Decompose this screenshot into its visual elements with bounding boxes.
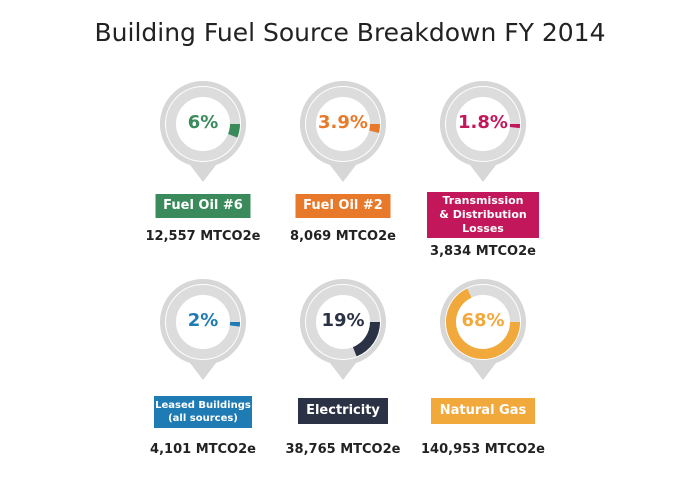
- gauge-card-electricity: 19% Electricity 38,765 MTCO2e: [268, 276, 418, 461]
- gauge-value-arc: [369, 123, 380, 133]
- fuel-source-label: Natural Gas: [431, 398, 535, 424]
- donut-gauge: [128, 276, 278, 386]
- donut-gauge: [408, 78, 558, 188]
- fuel-source-label: Fuel Oil #6: [155, 194, 251, 218]
- emissions-value: 4,101 MTCO2e: [150, 442, 256, 457]
- gauge-card-fuel-oil-6: 6% Fuel Oil #6 12,557 MTCO2e: [128, 78, 278, 258]
- fuel-source-label: Electricity: [298, 398, 388, 424]
- emissions-value: 12,557 MTCO2e: [145, 229, 261, 244]
- gauge-percent: 1.8%: [458, 112, 508, 133]
- gauge-percent: 2%: [187, 310, 219, 331]
- gauge-card-transmission-losses: 1.8% Transmission & Distribution Losses 3,…: [408, 78, 558, 268]
- gauge-inner-disc: [445, 284, 521, 360]
- gauge-value-arc: [446, 288, 520, 359]
- emissions-value: 8,069 MTCO2e: [290, 229, 396, 244]
- gauge-percent: 19%: [321, 310, 365, 331]
- fuel-source-label: Transmission & Distribution Losses: [427, 192, 539, 238]
- gauge-percent: 6%: [187, 112, 219, 133]
- fuel-source-label: Leased Buildings (all sources): [154, 396, 252, 428]
- gauge-inner-disc: [305, 86, 381, 162]
- gauge-card-leased-buildings: 2% Leased Buildings (all sources) 4,101 MT…: [128, 276, 278, 461]
- donut-gauge: [128, 78, 278, 188]
- chart-title: Building Fuel Source Breakdown FY 2014: [94, 18, 606, 47]
- gauge-value-arc: [228, 123, 240, 138]
- donut-gauge: [268, 78, 418, 188]
- emissions-value: 38,765 MTCO2e: [285, 442, 401, 457]
- gauge-value-arc: [352, 321, 380, 357]
- gauge-inner-disc: [165, 284, 241, 360]
- fuel-source-label: Fuel Oil #2: [295, 194, 391, 218]
- donut-gauge: [408, 276, 558, 386]
- gauge-card-natural-gas: 68% Natural Gas 140,953 MTCO2e: [408, 276, 558, 461]
- gauge-inner-disc: [165, 86, 241, 162]
- emissions-value: 140,953 MTCO2e: [421, 442, 545, 457]
- gauge-inner-disc: [445, 86, 521, 162]
- emissions-value: 3,834 MTCO2e: [430, 244, 536, 259]
- donut-gauge: [268, 276, 418, 386]
- gauge-percent: 3.9%: [318, 112, 368, 133]
- gauge-percent: 68%: [461, 310, 505, 331]
- gauge-card-fuel-oil-2: 3.9% Fuel Oil #2 8,069 MTCO2e: [268, 78, 418, 258]
- gauge-inner-disc: [305, 284, 381, 360]
